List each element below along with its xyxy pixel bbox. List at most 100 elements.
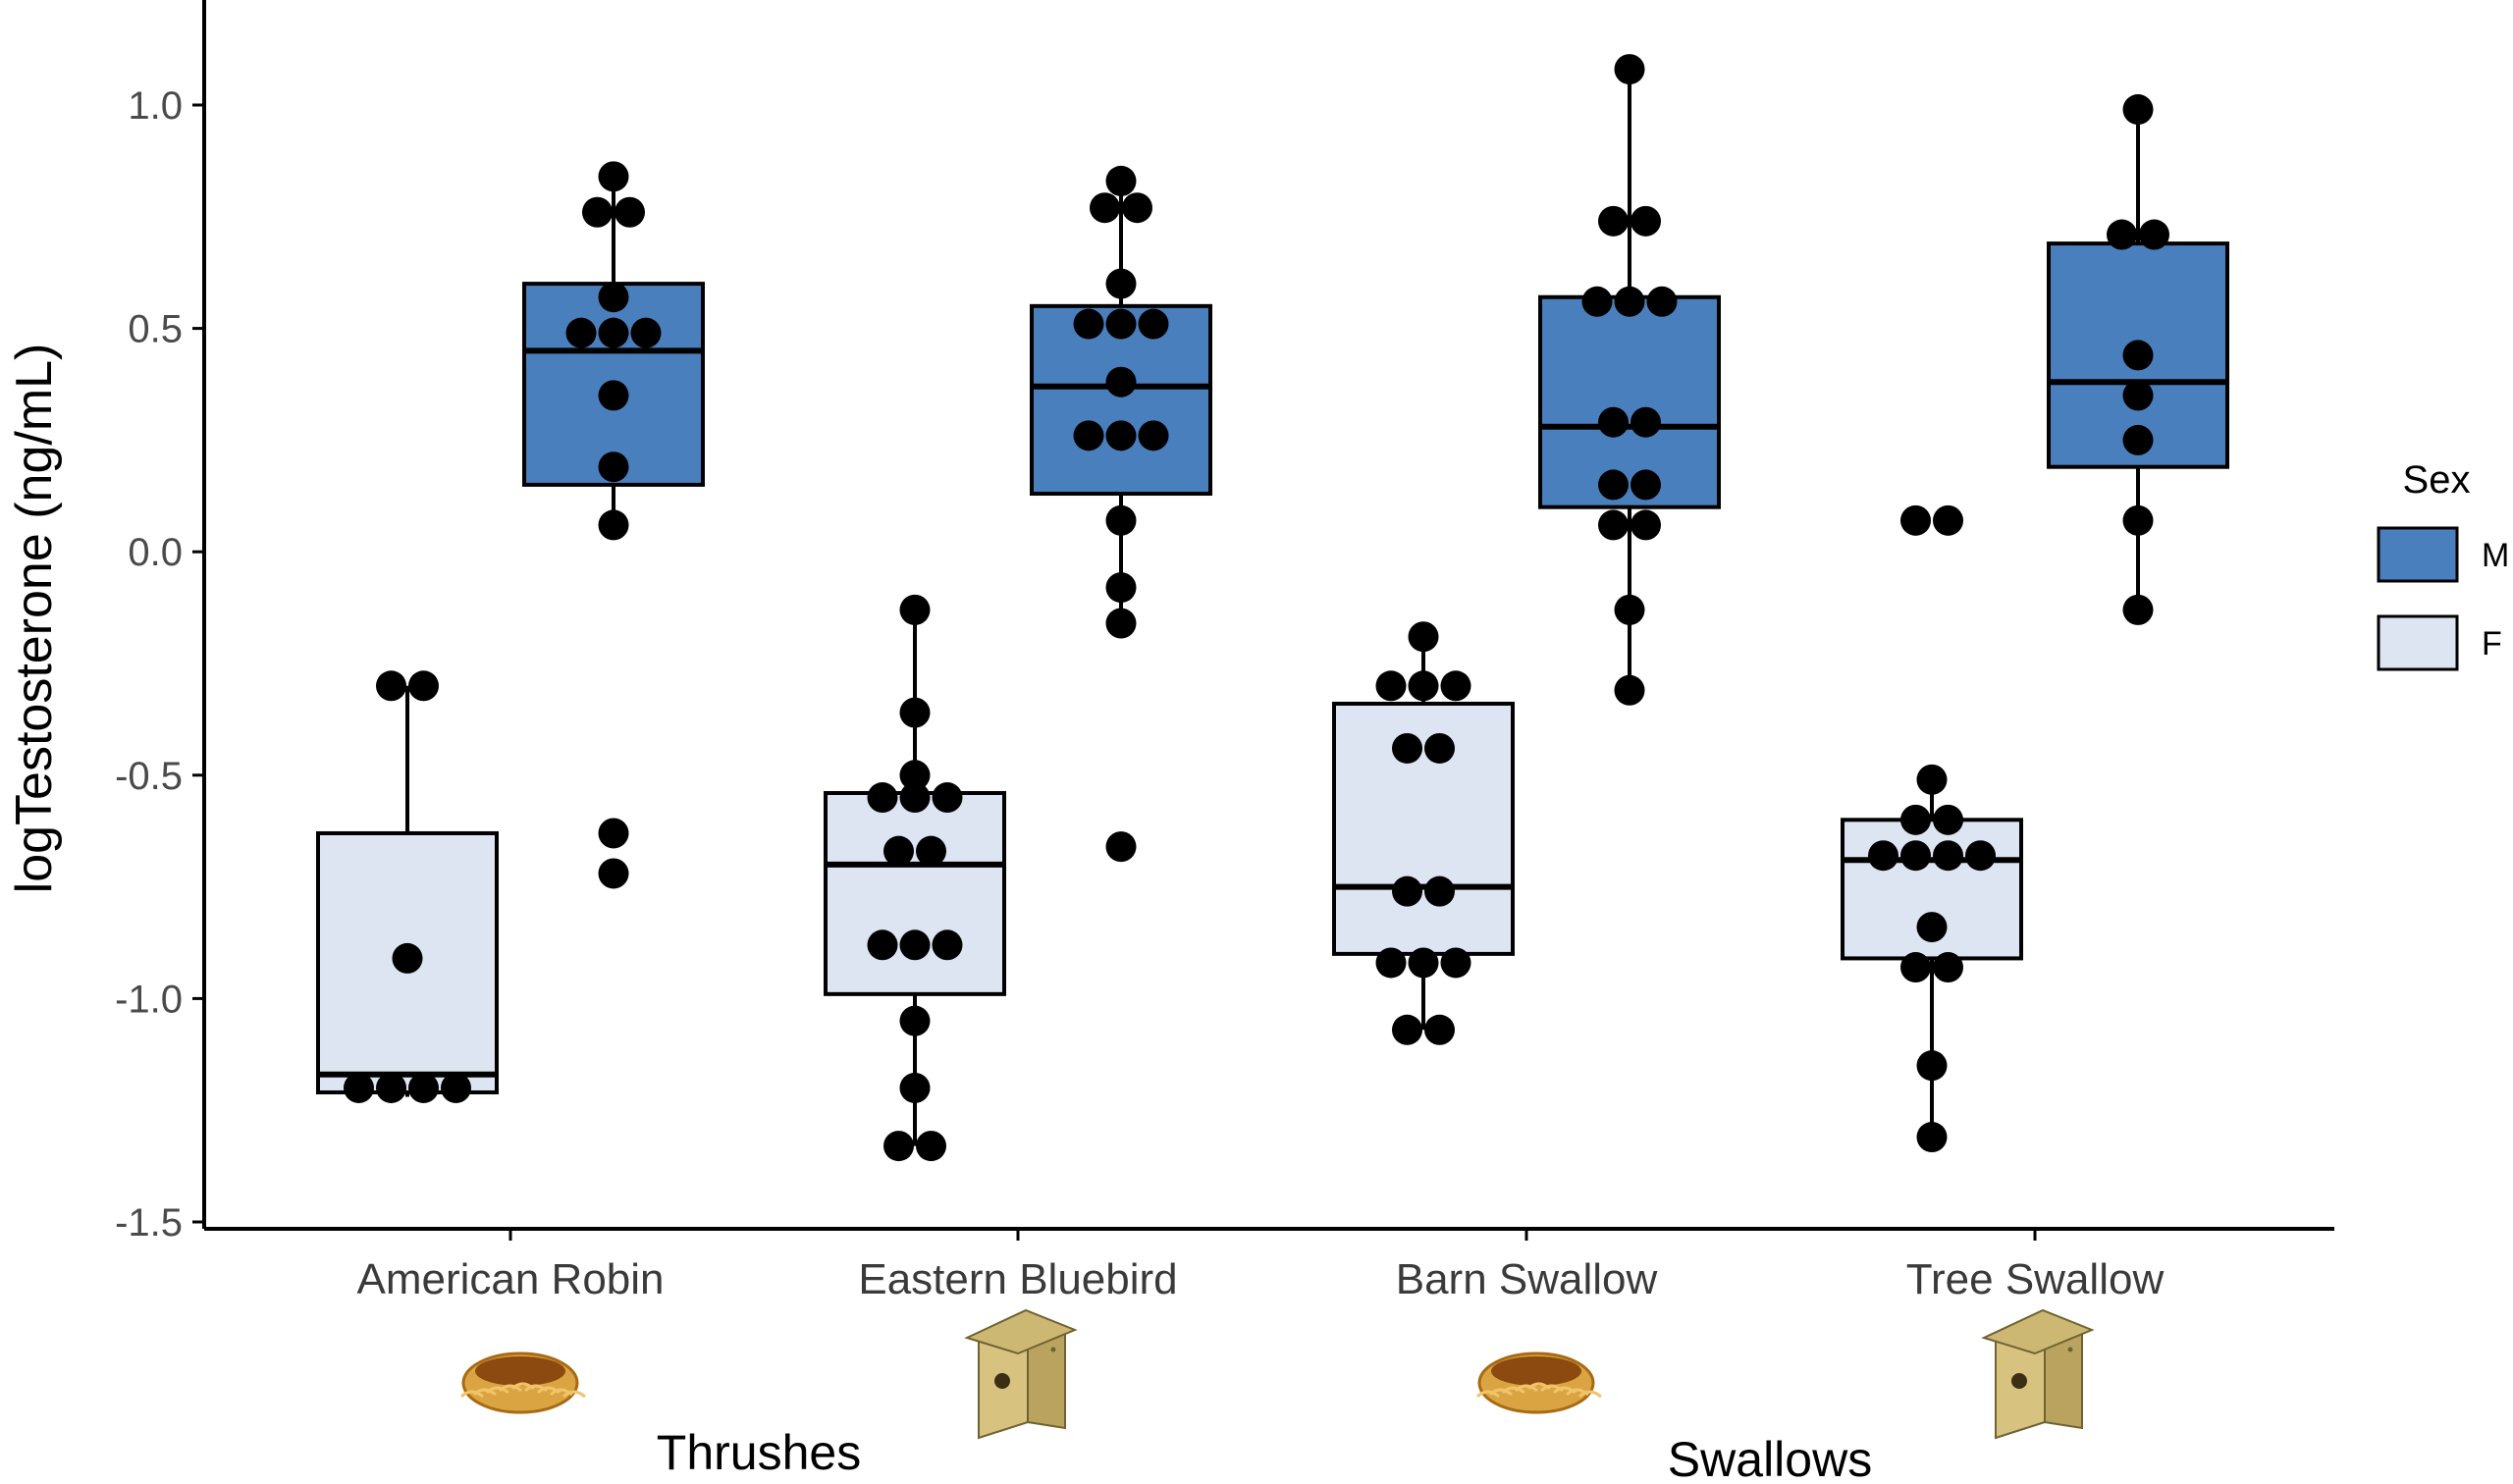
box-body xyxy=(1538,294,1721,509)
data-point xyxy=(1598,406,1629,438)
box-f xyxy=(1332,636,1515,1031)
data-point xyxy=(1916,1050,1948,1082)
data-point xyxy=(899,929,931,961)
data-point xyxy=(344,1072,374,1103)
category-label: Tree Swallow xyxy=(1906,1255,2165,1303)
box-body xyxy=(1332,701,1515,956)
data-point xyxy=(1900,804,1931,835)
data-point xyxy=(1614,674,1645,706)
data-point xyxy=(630,317,662,348)
data-point xyxy=(899,697,931,728)
nest-straw xyxy=(1475,1390,1500,1399)
data-point xyxy=(1105,308,1137,340)
data-point xyxy=(1105,366,1137,398)
data-point xyxy=(1933,952,1963,983)
data-point xyxy=(582,196,613,228)
data-point xyxy=(598,161,629,192)
data-point xyxy=(376,670,406,702)
nest-box-icon xyxy=(1981,1308,2095,1440)
data-point xyxy=(1598,205,1629,237)
data-point xyxy=(615,196,645,228)
data-point xyxy=(2139,219,2169,250)
points-layer xyxy=(344,54,2169,1162)
data-point xyxy=(598,451,629,483)
data-point xyxy=(1631,469,1661,501)
nest-straw xyxy=(498,1384,522,1393)
box-m xyxy=(1030,181,1212,624)
data-point xyxy=(2122,380,2154,411)
data-point xyxy=(1916,912,1948,943)
box-body xyxy=(824,791,1006,996)
data-point xyxy=(565,317,597,348)
data-point xyxy=(2107,219,2137,250)
data-point xyxy=(1900,504,1931,536)
bird-nest-icon xyxy=(1475,1352,1602,1414)
data-point xyxy=(1375,947,1407,979)
data-point xyxy=(2122,594,2154,625)
data-point xyxy=(1614,594,1645,625)
data-point xyxy=(1614,54,1645,85)
data-point xyxy=(1614,286,1645,317)
data-point xyxy=(1598,469,1629,501)
data-point xyxy=(1105,572,1137,604)
y-tick-label: 0.0 xyxy=(128,531,183,574)
category-label: Eastern Bluebird xyxy=(858,1255,1177,1303)
data-point xyxy=(1105,504,1137,536)
data-point xyxy=(1138,420,1169,451)
data-point xyxy=(1138,308,1169,340)
y-tick-label: 1.0 xyxy=(128,84,183,128)
data-point xyxy=(899,760,931,791)
legend-label: M xyxy=(2482,537,2509,574)
data-point xyxy=(1392,875,1422,907)
y-tick-label: -1.0 xyxy=(115,978,183,1021)
boxes-layer xyxy=(316,69,2229,1146)
bird-nest-icon xyxy=(459,1352,586,1414)
y-tick-label: 0.5 xyxy=(128,308,183,351)
data-point xyxy=(1424,1014,1455,1045)
data-point xyxy=(1105,831,1137,863)
data-point xyxy=(1392,732,1422,764)
data-point xyxy=(1868,840,1898,872)
data-point xyxy=(1933,804,1963,835)
nest-box-icon xyxy=(964,1308,1078,1440)
data-point xyxy=(1090,192,1120,224)
data-point xyxy=(1392,1014,1422,1045)
box-entrance-hole xyxy=(2011,1373,2027,1389)
data-point xyxy=(598,509,629,541)
legend-title: Sex xyxy=(2403,458,2471,502)
legend-swatch xyxy=(2377,614,2459,671)
nest-straw xyxy=(459,1390,484,1399)
data-point xyxy=(392,942,423,974)
data-point xyxy=(883,835,914,867)
data-point xyxy=(1900,840,1931,872)
axes-layer: 1.0 0.5 0.0 -0.5 -1.0 -1.5 xyxy=(115,0,2334,1245)
data-point xyxy=(899,782,931,814)
data-point xyxy=(867,782,898,814)
data-point xyxy=(883,1131,914,1162)
data-point xyxy=(916,1131,946,1162)
data-point xyxy=(1375,670,1407,702)
data-point xyxy=(1631,406,1661,438)
data-point xyxy=(1916,1122,1948,1153)
nest-straw xyxy=(1514,1384,1538,1393)
data-point xyxy=(1105,268,1137,299)
box-f xyxy=(824,610,1006,1146)
data-point xyxy=(899,1005,931,1036)
data-point xyxy=(1408,670,1439,702)
data-point xyxy=(1073,420,1104,451)
data-point xyxy=(1646,286,1678,317)
data-point xyxy=(1105,165,1137,196)
legend-swatch xyxy=(2377,526,2459,583)
data-point xyxy=(1916,764,1948,795)
box-roof xyxy=(964,1308,1078,1355)
group-label: Thrushes xyxy=(657,1425,861,1479)
nest-inner xyxy=(475,1356,565,1386)
data-point xyxy=(598,818,629,849)
data-point xyxy=(867,929,898,961)
data-point xyxy=(441,1072,471,1103)
data-point xyxy=(1424,732,1455,764)
data-point xyxy=(932,782,963,814)
data-point xyxy=(1965,840,1996,872)
data-point xyxy=(1440,670,1471,702)
